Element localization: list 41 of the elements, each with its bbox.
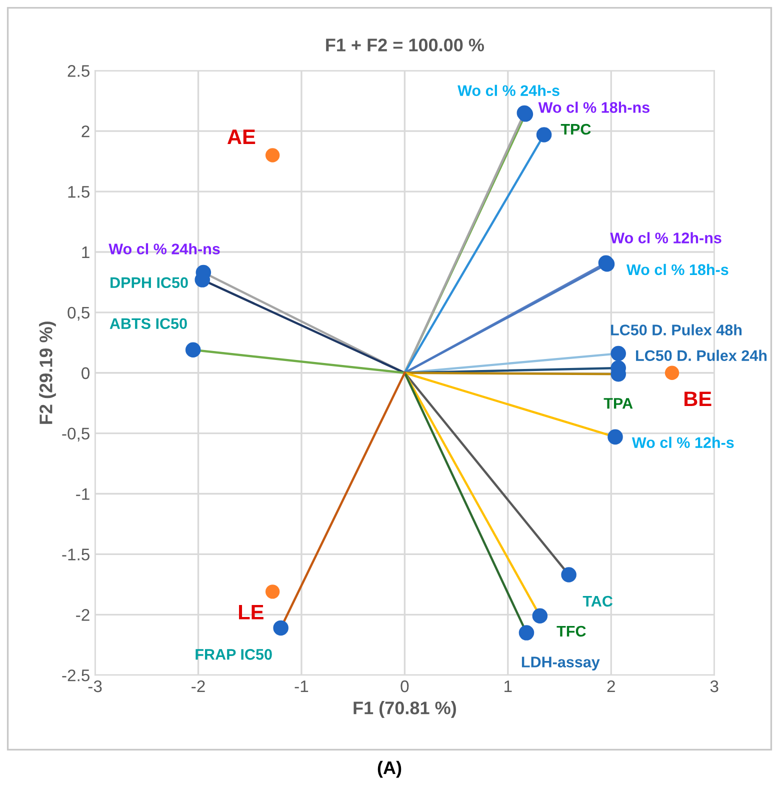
y-axis-title: F2 (29.19 %)	[39, 322, 56, 424]
series-label: ABTS IC50	[110, 318, 187, 330]
series-label: FRAP IC50	[196, 649, 272, 660]
series-label: Wo cl % 18h-ns	[538, 102, 650, 113]
series-label: TPC	[560, 124, 591, 135]
x-tick-label: 2	[607, 680, 615, 692]
series-label: TFC	[556, 626, 586, 637]
chart-title: F1 + F2 = 100.00 %	[326, 38, 484, 52]
y-tick-label: -0,5	[62, 428, 90, 442]
series-label: Wo cl % 24h-s	[458, 84, 560, 96]
y-tick-label: 0,5	[68, 306, 90, 321]
y-tick-label: 2.5	[68, 65, 90, 77]
text: (A)	[378, 760, 402, 778]
y-tick-label: 1.5	[68, 186, 90, 198]
y-tick-label: 0	[82, 367, 90, 380]
series-label: Wo cl % 24h-ns	[108, 243, 220, 254]
series-label: TPA	[604, 398, 633, 409]
series-label: BE	[684, 392, 712, 406]
y-tick-label: -2.5	[62, 670, 90, 682]
series-label: Wo cl % 12h-ns	[610, 232, 722, 244]
y-tick-label: 2	[82, 125, 90, 138]
series-label: Wo cl % 12h-s	[632, 436, 734, 448]
x-tick-label: -1	[294, 680, 308, 692]
series-label: LC50 D. Pulex 24h	[636, 350, 767, 362]
x-tick-label: -3	[88, 680, 102, 692]
series-label: TAC	[582, 596, 613, 607]
x-tick-label: 1	[504, 680, 512, 692]
x-tick-label: 0	[400, 680, 409, 692]
y-tick-label: -1.5	[62, 548, 90, 560]
x-axis-title: F1 (70.81 %)	[354, 701, 456, 718]
series-label: LC50 D. Pulex 48h	[611, 324, 742, 336]
series-label: Wo cl % 18h-s	[626, 264, 728, 276]
x-tick-label: 3	[710, 680, 718, 692]
y-tick-label: -1	[76, 488, 90, 500]
series-label: AE	[227, 130, 256, 144]
y-tick-label: 1	[82, 246, 90, 258]
series-label: LE	[239, 604, 264, 620]
series-label: LDH-assay	[522, 656, 600, 670]
y-tick-label: -2	[76, 609, 90, 621]
x-tick-label: -2	[192, 680, 205, 692]
series-label: DPPH IC50	[110, 277, 188, 288]
